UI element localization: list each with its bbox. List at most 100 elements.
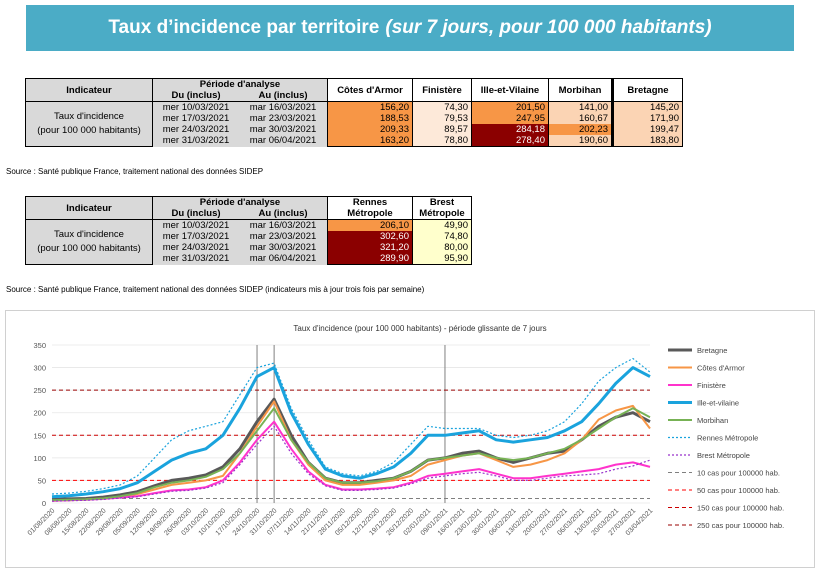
date-du: mer 24/03/2021 (152, 242, 239, 253)
value-cell: 79,53 (412, 113, 472, 124)
y-tick-label: 50 (38, 476, 46, 485)
date-du: mer 10/03/2021 (152, 101, 239, 113)
table-row: Taux d'incidence (pour 100 000 habitants)… (25, 219, 472, 265)
banner-subtitle: (sur 7 jours, pour 100 000 habitants) (385, 17, 712, 38)
row-label: Taux d'incidence (pour 100 000 habitants) (25, 219, 153, 265)
legend-label: Brest Métropole (697, 451, 750, 460)
row-label-line2: (pour 100 000 habitants) (37, 125, 141, 136)
metropole-incidence-table: Indicateur Période d'analyse Rennes Bres… (25, 196, 472, 265)
legend-label: Côtes d'Armor (697, 364, 745, 373)
legend-label: Rennes Métropole (697, 434, 758, 443)
date-au: mar 16/03/2021 (239, 219, 328, 231)
chart-frame (5, 310, 815, 568)
series-line (51, 366, 651, 499)
legend-label: Ille-et-vilaine (697, 399, 739, 408)
date-du: mer 17/03/2021 (152, 231, 239, 242)
col-header-du: Du (inclus) (152, 208, 239, 220)
col-header-brest-metropole: Métropole (412, 208, 472, 220)
y-tick-label: 250 (33, 386, 46, 395)
col-header-indicateur: Indicateur (25, 78, 153, 102)
value-cell: 95,90 (412, 253, 472, 265)
table-row: mer 24/03/2021 mar 30/03/2021 321,20 80,00 (26, 242, 472, 253)
table-row: mer 17/03/2021 mar 23/03/2021 302,60 74,80 (26, 231, 472, 242)
value-cell: 321,20 (327, 242, 413, 253)
series-line (51, 400, 651, 502)
table2-source: Source : Santé publique France, traiteme… (6, 285, 425, 294)
legend-label: Bretagne (697, 346, 727, 355)
value-cell: 188,53 (327, 113, 413, 124)
value-cell: 284,18 (471, 124, 549, 135)
value-cell: 209,33 (327, 124, 413, 135)
table-row: mer 17/03/2021 mar 23/03/2021 188,53 79,53 2… (26, 113, 683, 124)
col-header-cotes-armor: Côtes d'Armor (327, 78, 413, 102)
date-du: mer 31/03/2021 (152, 135, 239, 147)
value-cell: 80,00 (412, 242, 472, 253)
col-header-au: Au (inclus) (239, 90, 328, 102)
value-cell: 78,80 (412, 135, 472, 147)
col-header-au: Au (inclus) (239, 208, 328, 220)
table-row: mer 24/03/2021 mar 30/03/2021 209,33 89,57 2… (26, 124, 683, 135)
value-cell: 302,60 (327, 231, 413, 242)
value-cell: 49,90 (412, 219, 472, 231)
value-cell: 171,90 (611, 113, 683, 124)
value-cell: 163,20 (327, 135, 413, 147)
banner-title: Taux d’incidence par territoire (108, 17, 380, 38)
date-au: mar 30/03/2021 (239, 124, 328, 135)
legend-label: 150 cas pour 100000 hab. (697, 504, 784, 513)
legend-label: 10 cas pour 100000 hab. (697, 469, 780, 478)
row-label-line1: Taux d'incidence (54, 111, 124, 122)
value-cell: 201,50 (471, 101, 549, 113)
value-cell: 89,57 (412, 124, 472, 135)
y-tick-label: 100 (33, 454, 46, 463)
value-cell: 74,80 (412, 231, 472, 242)
value-cell: 247,95 (471, 113, 549, 124)
series-line (51, 425, 651, 502)
table-row: mer 31/03/2021 mar 06/04/2021 289,90 95,90 (26, 253, 472, 265)
departement-incidence-table: Indicateur Période d'analyse Côtes d'Arm… (25, 78, 683, 147)
chart-title: Taux d'incidence (pour 100 000 habitants… (293, 324, 546, 333)
value-cell: 289,90 (327, 253, 413, 265)
y-tick-label: 300 (33, 364, 46, 373)
value-cell: 74,30 (412, 101, 472, 113)
y-tick-label: 0 (42, 499, 46, 508)
value-cell: 145,20 (611, 101, 683, 113)
date-du: mer 17/03/2021 (152, 113, 239, 124)
legend-label: Morbihan (697, 416, 728, 425)
title-banner: Taux d’incidence par territoire (sur 7 j… (26, 5, 794, 51)
value-cell: 199,47 (611, 124, 683, 135)
date-du: mer 24/03/2021 (152, 124, 239, 135)
legend-label: Finistère (697, 381, 726, 390)
date-au: mar 16/03/2021 (239, 101, 328, 113)
date-au: mar 06/04/2021 (239, 253, 328, 265)
legend-label: 250 cas pour 100000 hab. (697, 521, 784, 530)
col-header-indicateur: Indicateur (25, 196, 153, 220)
row-label: Taux d'incidence (pour 100 000 habitants) (25, 101, 153, 147)
col-header-finistere: Finistère (412, 78, 472, 102)
row-label-line1: Taux d'incidence (54, 229, 124, 240)
series-line (51, 407, 651, 502)
date-du: mer 31/03/2021 (152, 253, 239, 265)
series-line (51, 420, 651, 502)
date-au: mar 23/03/2021 (239, 231, 328, 242)
value-cell: 156,20 (327, 101, 413, 113)
table-row: Taux d'incidence (pour 100 000 habitants)… (25, 101, 683, 147)
value-cell: 206,10 (327, 219, 413, 231)
table1-source: Source : Santé publique France, traiteme… (6, 167, 264, 176)
legend-label: 50 cas pour 100000 hab. (697, 486, 780, 495)
date-au: mar 06/04/2021 (239, 135, 328, 147)
col-header-du: Du (inclus) (152, 90, 239, 102)
y-tick-label: 150 (33, 431, 46, 440)
value-cell: 183,80 (611, 135, 683, 147)
col-header-bretagne: Bretagne (611, 78, 683, 102)
col-header-morbihan: Morbihan (548, 78, 613, 102)
table-row: mer 31/03/2021 mar 06/04/2021 163,20 78,80 2… (26, 135, 683, 147)
y-tick-label: 350 (33, 341, 46, 350)
value-cell: 278,40 (471, 135, 549, 147)
date-au: mar 30/03/2021 (239, 242, 328, 253)
date-au: mar 23/03/2021 (239, 113, 328, 124)
y-tick-label: 200 (33, 409, 46, 418)
row-label-line2: (pour 100 000 habitants) (37, 243, 141, 254)
col-header-brest: Brest (412, 196, 472, 208)
date-du: mer 10/03/2021 (152, 219, 239, 231)
